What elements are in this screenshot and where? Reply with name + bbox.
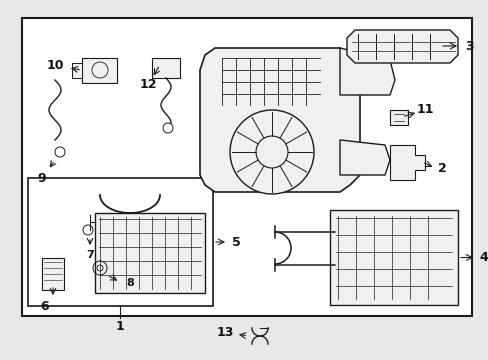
Circle shape bbox=[256, 136, 287, 168]
Bar bbox=[42, 258, 64, 290]
Text: 12: 12 bbox=[139, 77, 157, 90]
Polygon shape bbox=[389, 110, 407, 125]
Text: 6: 6 bbox=[41, 301, 49, 314]
Bar bbox=[72, 63, 82, 78]
Text: 1: 1 bbox=[115, 320, 124, 333]
Text: 3: 3 bbox=[465, 40, 473, 53]
Bar bbox=[95, 213, 204, 293]
Polygon shape bbox=[339, 140, 389, 175]
Bar bbox=[329, 210, 457, 305]
Bar bbox=[82, 58, 117, 83]
Text: 13: 13 bbox=[216, 327, 233, 339]
Bar bbox=[22, 18, 471, 316]
Text: 5: 5 bbox=[231, 235, 240, 248]
Text: 11: 11 bbox=[415, 103, 433, 116]
Circle shape bbox=[229, 110, 313, 194]
Bar bbox=[28, 178, 213, 306]
Polygon shape bbox=[200, 48, 359, 192]
Text: 9: 9 bbox=[38, 171, 46, 185]
Text: 4: 4 bbox=[479, 251, 488, 264]
Text: 7: 7 bbox=[86, 250, 94, 260]
Text: 2: 2 bbox=[437, 162, 446, 175]
Text: 10: 10 bbox=[46, 59, 63, 72]
Polygon shape bbox=[339, 48, 394, 95]
Polygon shape bbox=[389, 145, 424, 180]
Bar bbox=[152, 58, 180, 78]
Polygon shape bbox=[346, 30, 457, 63]
Text: 8: 8 bbox=[126, 278, 134, 288]
